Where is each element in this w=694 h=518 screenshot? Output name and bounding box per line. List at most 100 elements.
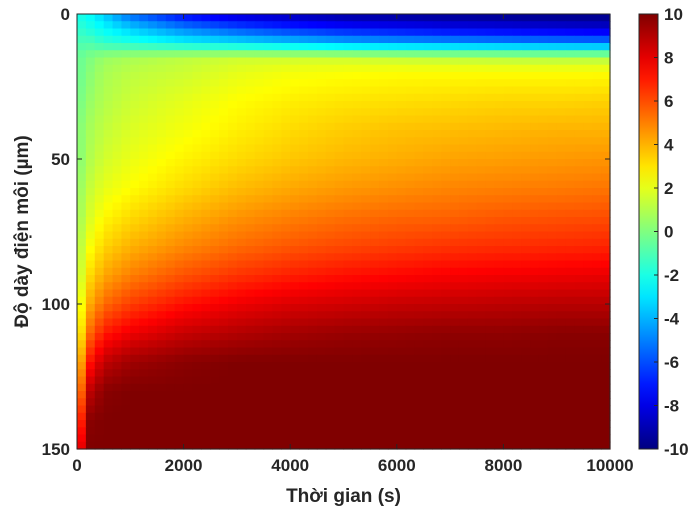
heatmap-cell [254,195,265,204]
heatmap-cell [512,93,522,102]
heatmap-cell [290,202,300,211]
heatmap-cell [85,115,96,124]
heatmap-cell [450,296,460,305]
heatmap-cell [450,383,460,392]
heatmap-cell [228,14,238,22]
heatmap-cell [556,151,567,160]
heatmap-cell [103,173,114,182]
heatmap-cell [432,137,442,146]
heatmap-cell [130,340,140,349]
heatmap-cell [228,347,238,356]
heatmap-cell [592,340,602,349]
heatmap-cell [236,209,247,218]
heatmap-cell [476,195,487,204]
heatmap-cell [272,289,282,298]
heatmap-cell [379,260,389,269]
heatmap-cell [512,151,522,160]
heatmap-cell [521,217,531,225]
heatmap-cell [103,253,114,262]
heatmap-cell [352,441,362,450]
heatmap-cell [467,289,478,298]
heatmap-cell [290,354,300,363]
heatmap-cell [139,195,149,204]
heatmap-cell [112,405,123,414]
heatmap-cell [538,137,549,146]
heatmap-cell [219,354,229,363]
heatmap-cell [583,304,593,312]
heatmap-cell [148,253,158,262]
heatmap-cell [547,217,558,225]
heatmap-cell [156,144,167,153]
heatmap-cell [94,173,105,182]
heatmap-cell [201,159,211,167]
heatmap-cell [423,173,433,182]
heatmap-cell [85,253,96,262]
heatmap-cell [148,151,158,160]
heatmap-cell [574,441,584,450]
heatmap-cell [139,224,149,233]
heatmap-cell [77,369,87,378]
heatmap-cell [183,166,194,175]
heatmap-cell [112,43,123,51]
heatmap-cell [299,86,309,95]
heatmap-cell [254,188,265,196]
heatmap-cell [450,14,460,22]
heatmap-cell [503,398,513,407]
heatmap-cell [183,202,194,211]
heatmap-cell [139,188,149,196]
heatmap-cell [450,64,460,73]
heatmap-cell [219,14,229,22]
heatmap-cell [370,282,380,291]
heatmap-cell [139,231,149,240]
heatmap-cell [219,369,229,378]
heatmap-cell [290,376,300,385]
heatmap-cell [121,354,131,363]
heatmap-cell [307,362,318,370]
heatmap-cell [379,325,389,334]
heatmap-cell [263,275,274,283]
heatmap-cell [530,224,540,233]
heatmap-cell [521,108,531,117]
heatmap-cell [352,412,362,421]
heatmap-cell [272,231,282,240]
heatmap-cell [414,311,425,320]
heatmap-cell [547,347,558,356]
heatmap-cell [467,122,478,131]
heatmap-cell [254,238,265,247]
heatmap-cell [512,50,522,59]
heatmap-cell [316,64,327,73]
heatmap-cell [130,376,140,385]
heatmap-cell [281,224,291,233]
heatmap-cell [352,202,362,211]
heatmap-cell [148,14,158,22]
heatmap-cell [174,130,185,138]
heatmap-cell [121,57,131,66]
heatmap-cell [476,188,487,196]
heatmap-cell [512,86,522,95]
heatmap-cell [521,180,531,189]
heatmap-cell [343,354,353,363]
heatmap-cell [521,434,531,443]
heatmap-cell [494,311,504,320]
heatmap-cell [432,28,442,37]
heatmap-cell [530,72,540,80]
heatmap-cell [77,420,87,428]
heatmap-cell [103,224,114,233]
heatmap-cell [210,108,220,117]
heatmap-cell [103,188,114,196]
heatmap-cell [325,333,336,341]
heatmap-cell [458,43,469,51]
heatmap-cell [290,101,300,109]
heatmap-cell [307,340,318,349]
heatmap-cell [343,405,353,414]
heatmap-cell [165,21,176,30]
heatmap-cell [307,43,318,51]
heatmap-cell [272,101,282,109]
heatmap-cell [547,28,558,37]
heatmap-cell [450,304,460,312]
heatmap-cell [112,137,123,146]
heatmap-cell [592,376,602,385]
heatmap-cell [85,347,96,356]
heatmap-cell [405,93,416,102]
heatmap-cell [512,108,522,117]
